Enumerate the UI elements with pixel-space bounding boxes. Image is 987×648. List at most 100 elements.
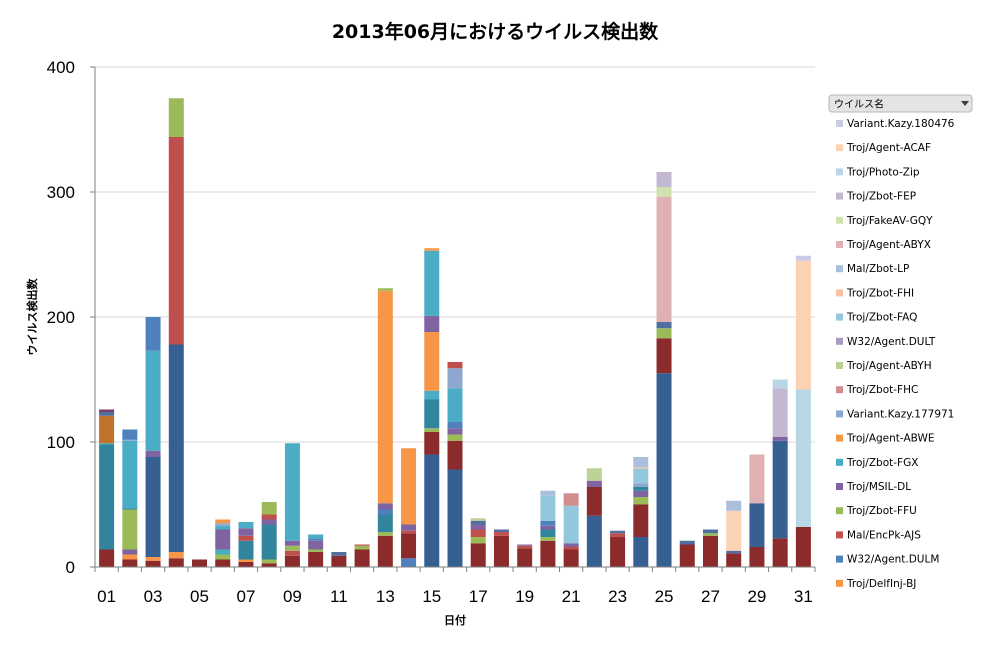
bar-segment: [377, 503, 393, 510]
bar-segment: [772, 440, 788, 539]
bar-segment: [610, 537, 626, 567]
legend-item: Troj/Zbot-FHI: [836, 287, 914, 299]
bar-segment: [795, 255, 811, 261]
x-tick-label: 01: [97, 587, 116, 606]
x-axis-label: 日付: [444, 613, 466, 627]
legend-label: Troj/DelfInj-BJ: [846, 578, 916, 590]
bar-segment: [633, 490, 649, 497]
bar-segment: [563, 543, 579, 547]
bar-segment: [122, 429, 138, 440]
bar-segment: [261, 502, 277, 515]
bar-segment: [215, 554, 231, 560]
bar-segment: [470, 520, 486, 525]
legend-item: Variant.Kazy.177971: [836, 408, 954, 420]
bar-segment: [145, 350, 161, 451]
bar-segment: [586, 480, 602, 487]
bar-segment: [610, 530, 626, 534]
y-tick-label: 200: [47, 308, 75, 327]
bar-stack-15: [424, 248, 440, 567]
bar-segment: [633, 468, 649, 484]
x-tick-label: 27: [701, 587, 720, 606]
legend-item: Troj/MSIL-DL: [836, 481, 911, 493]
bar-stack-09: [284, 443, 300, 567]
bar-segment: [215, 523, 231, 526]
bar-segment: [377, 288, 393, 291]
y-tick-label: 0: [66, 558, 75, 577]
bar-segment: [633, 487, 649, 491]
x-tick-label: 29: [747, 587, 766, 606]
bar-stack-06: [215, 519, 231, 567]
legend-swatch: [836, 168, 843, 176]
bar-segment: [726, 510, 742, 551]
bar-segment: [656, 373, 672, 567]
legend-swatch: [836, 531, 843, 539]
bar-stack-07: [238, 522, 254, 567]
legend-swatch: [836, 555, 843, 563]
bar-segment: [284, 555, 300, 567]
bar-segment: [354, 549, 370, 567]
bar-stack-25: [656, 172, 672, 567]
bar-stack-30: [772, 379, 788, 567]
bar-segment: [308, 552, 324, 567]
bar-segment: [424, 332, 440, 391]
bar-segment: [633, 457, 649, 467]
bar-segment: [726, 500, 742, 511]
bar-stack-20: [540, 490, 556, 567]
legend-item: Troj/Zbot-FAQ: [836, 312, 917, 324]
bar-segment: [238, 540, 254, 560]
bar-segment: [308, 549, 324, 552]
bar-segment: [308, 540, 324, 550]
bar-segment: [401, 533, 417, 559]
bar-segment: [168, 137, 184, 345]
bar-segment: [633, 483, 649, 487]
legend-swatch: [836, 507, 843, 515]
bar-segment: [493, 529, 509, 532]
legend-item: Troj/DelfInj-BJ: [836, 578, 916, 590]
bar-segment: [308, 538, 324, 541]
bar-segment: [215, 529, 231, 550]
bar-segment: [168, 558, 184, 567]
bar-segment: [377, 514, 393, 532]
bar-segment: [656, 172, 672, 187]
y-tick-label: 400: [47, 58, 75, 77]
bar-segment: [424, 454, 440, 567]
bar-segment: [261, 514, 277, 520]
bar-segment: [447, 362, 463, 369]
plot-area: 0 100 200 300 400 01 03 05 07 09 11 13 15 17 19 21 23 25…: [47, 58, 816, 606]
bar-segment: [772, 437, 788, 441]
legend-swatch: [836, 579, 843, 587]
bar-stack-27: [702, 529, 718, 567]
bar-stack-08: [261, 502, 277, 567]
legend-item: Variant.Kazy.180476: [836, 118, 955, 130]
bar-segment: [354, 545, 370, 550]
bar-segment: [424, 250, 440, 316]
bar-segment: [563, 549, 579, 567]
bar-segment: [447, 428, 463, 435]
chevron-down-icon: [961, 101, 969, 106]
bar-segment: [447, 422, 463, 429]
legend-swatch: [836, 483, 843, 490]
bar-stack-13: [377, 288, 393, 567]
bar-segment: [586, 515, 602, 567]
bar-segment: [772, 388, 788, 437]
bar-segment: [470, 524, 486, 530]
bar-segment: [377, 532, 393, 536]
legend-item: W32/Agent.DULT: [836, 336, 936, 348]
legend-label: Troj/Zbot-FEP: [846, 191, 916, 203]
bar-segment: [679, 544, 695, 567]
bar-stack-31: [795, 255, 811, 567]
x-tick-label: 15: [422, 587, 441, 606]
bar-segment: [238, 535, 254, 541]
legend-swatch: [836, 337, 843, 345]
bar-segment: [749, 503, 765, 547]
x-tick-label: 21: [562, 587, 581, 606]
bar-stack-19: [517, 544, 533, 567]
bar-segment: [377, 509, 393, 515]
bar-segment: [656, 338, 672, 374]
legend-item: Troj/FakeAV-GQY: [836, 215, 933, 227]
legend-filter-dropdown[interactable]: ウイルス名: [828, 94, 973, 113]
bar-segment: [122, 549, 138, 555]
bar-segment: [656, 187, 672, 197]
bar-segment: [354, 544, 370, 546]
bar-segment: [238, 522, 254, 529]
